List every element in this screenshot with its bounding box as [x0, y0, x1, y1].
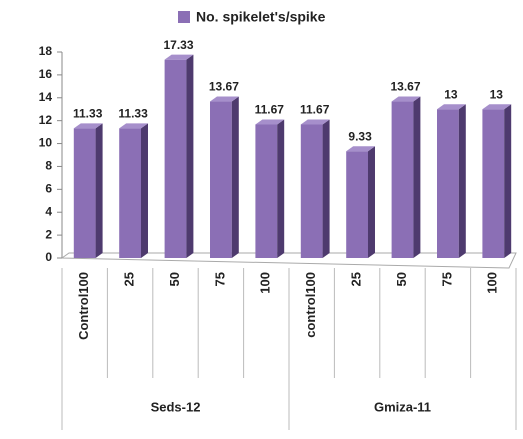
bar	[482, 109, 505, 258]
bar-side	[504, 104, 512, 258]
legend-swatch	[178, 11, 190, 23]
bar-side	[186, 54, 194, 258]
bar	[73, 128, 96, 258]
bar	[437, 109, 459, 258]
bar-side	[231, 96, 239, 258]
bar-top	[119, 123, 148, 129]
bar-top	[482, 104, 512, 110]
data-label: 17.33	[163, 38, 193, 52]
bar	[255, 124, 278, 259]
legend-label: No. spikelet's/spike	[196, 9, 326, 25]
bar	[210, 101, 232, 258]
data-label: 11.33	[118, 107, 148, 121]
x-tick-label: 75	[212, 272, 227, 286]
y-tick-label: 10	[39, 136, 53, 150]
x-tick-label: control100	[303, 272, 318, 338]
x-tick-label: 50	[394, 272, 409, 286]
group-label: Gmiza-11	[374, 399, 431, 414]
bar-top	[164, 54, 194, 60]
data-label: 9.33	[348, 129, 372, 143]
x-tick-label: 50	[167, 272, 182, 286]
data-label: 13	[444, 87, 458, 101]
bar	[300, 124, 323, 259]
data-label: 11.67	[300, 103, 330, 117]
data-label: 13.67	[390, 80, 420, 94]
bar	[391, 101, 414, 258]
y-tick-label: 4	[45, 204, 52, 218]
y-tick-label: 12	[39, 113, 53, 127]
bar	[119, 128, 141, 258]
data-label: 11.33	[73, 107, 103, 121]
bar-top	[255, 119, 285, 125]
group-label: Seds-12	[151, 399, 201, 414]
bar	[164, 59, 187, 258]
x-tick-label: 25	[349, 272, 364, 286]
x-tick-label: 100	[258, 272, 273, 294]
bar-side	[322, 119, 330, 259]
data-label: 11.67	[255, 103, 285, 117]
y-tick-label: 16	[39, 67, 53, 81]
bar-side	[140, 123, 148, 258]
bar-top	[346, 146, 375, 152]
data-label: 13.67	[209, 80, 239, 94]
bar-side	[95, 123, 103, 258]
y-tick-label: 2	[45, 227, 52, 241]
x-tick-label: 75	[439, 272, 454, 286]
bar-top	[437, 104, 466, 110]
floor	[60, 252, 517, 269]
bar-top	[391, 96, 421, 102]
bar-top	[300, 119, 330, 125]
bar-top	[210, 96, 239, 102]
y-tick-label: 6	[45, 182, 52, 196]
x-tick-label: 100	[485, 272, 500, 294]
y-tick-label: 14	[39, 90, 53, 104]
y-tick-label: 0	[45, 250, 52, 264]
y-tick-label: 18	[39, 44, 53, 58]
bar	[346, 151, 368, 258]
x-tick-label: 25	[122, 272, 137, 286]
bar-side	[413, 96, 421, 258]
bar-side	[458, 104, 466, 258]
bar-top	[73, 123, 103, 129]
data-label: 13	[490, 87, 504, 101]
bar-side	[367, 146, 375, 258]
y-tick-label: 8	[45, 159, 52, 173]
x-tick-label: Control100	[76, 272, 91, 340]
bar-side	[277, 119, 285, 259]
